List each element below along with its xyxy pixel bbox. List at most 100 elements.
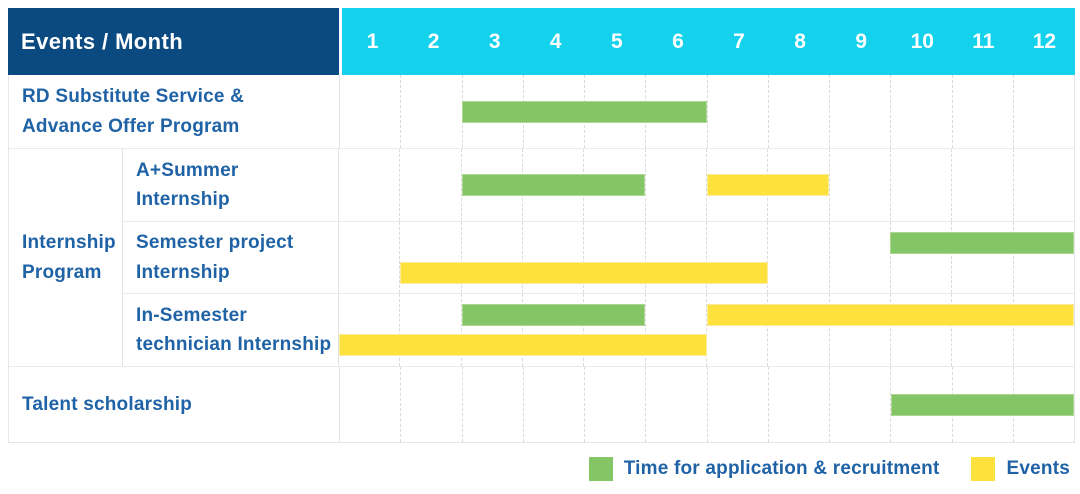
grid-column [951,75,1013,148]
grid-column [460,294,522,366]
row-in-semester-technician-internship: In-Semester technician Internship [123,293,1074,366]
month-header-10: 10 [910,29,934,53]
grid-column [644,222,706,293]
grid-column [584,367,645,442]
grid-column [1012,222,1074,293]
month-header-11: 11 [972,29,995,53]
grid-column [399,222,460,293]
grid-column [705,149,767,221]
grid-column [829,75,890,148]
grid-column [521,222,583,293]
bar-lanes [340,75,1074,148]
event-bar [400,261,768,284]
bar-lane [340,100,1074,123]
bar-lane [340,393,1074,416]
month-gridlines [339,222,1074,293]
event-bar [706,304,1074,326]
legend-item-events: Events [971,457,1070,481]
bar-lane [339,304,1074,326]
grid-column [767,75,829,148]
timeline-talent-scholarship [340,367,1074,442]
grid-column [951,222,1012,293]
bar-lane [339,174,1074,196]
legend-yellow-swatch-icon [971,457,996,481]
grid-column [767,367,829,442]
grid-column [400,75,461,148]
event-bar [706,174,829,196]
header-events-month-label: Events / Month [21,28,184,54]
grid-column [706,75,768,148]
grid-column [767,294,828,366]
row-semester-project-internship: Semester project Internship [123,221,1074,293]
grid-column [829,367,890,442]
row-label-talent-scholarship: Talent scholarship [9,367,340,442]
grid-column [1012,149,1074,221]
bar-lanes [339,149,1074,221]
month-header-9: 9 [855,29,867,53]
application-recruitment-bar [461,304,646,326]
row-a-plus-summer-internship: A+Summer Internship [123,149,1074,221]
timeline-a-plus-summer-internship [339,149,1074,221]
timeline-rd-substitute-service [340,75,1074,148]
row-label-a-plus-summer-internship: A+Summer Internship [123,149,339,221]
bar-lanes [340,367,1074,442]
header-events-month-cell: Events / Month [8,8,339,75]
application-recruitment-bar [890,393,1074,416]
month-header-5: 5 [611,29,623,53]
timeline-semester-project-internship [339,222,1074,293]
grid-column [400,367,461,442]
grid-column [706,367,768,442]
timeline-in-semester-technician-internship [339,294,1074,366]
month-header-7: 7 [733,29,745,53]
grid-column [889,149,951,221]
grid-column [828,222,890,293]
internship-program-subrows: A+Summer Internship Semester project Int… [123,149,1074,366]
row-label-semester-project-internship: Semester project Internship [123,222,339,293]
grid-column [828,149,890,221]
event-bar [339,334,707,356]
row-talent-scholarship: Talent scholarship [9,366,1074,442]
month-header-4: 4 [549,29,562,53]
grid-column [583,294,644,366]
bar-lanes [339,222,1074,293]
grid-column [767,222,828,293]
grid-column [705,294,767,366]
legend-label-events: Events [1006,458,1070,479]
month-header-2: 2 [427,29,440,53]
row-rd-substitute-service: RD Substitute Service & Advance Offer Pr… [9,75,1074,148]
grid-column [583,222,644,293]
row-label-rd-substitute-service: RD Substitute Service & Advance Offer Pr… [9,75,340,148]
row-label-in-semester-technician-internship: In-Semester technician Internship [123,294,339,366]
grid-column [951,294,1012,366]
grid-column [1012,75,1074,148]
grid-column [522,367,584,442]
month-header-12: 12 [1032,29,1057,53]
month-header-8: 8 [794,29,806,53]
grid-column [889,222,951,293]
grid-column [951,149,1012,221]
grid-column [399,294,460,366]
grid-column [460,149,522,221]
grid-column [461,75,523,148]
grid-column [889,294,951,366]
legend-label-application: Time for application & recruitment [623,458,940,479]
bar-lane [339,261,1074,284]
application-recruitment-bar [461,174,646,196]
month-header: 1 2 3 4 5 6 7 8 9 10 11 12 [342,8,1075,75]
gantt-body: RD Substitute Service & Advance Offer Pr… [8,75,1075,443]
internship-program-group: Internship Program A+Summer Internship S… [9,148,1074,366]
month-gridlines [339,294,1074,366]
grid-column [521,294,583,366]
grid-column [399,149,460,221]
grid-column [461,367,523,442]
grid-column [645,367,706,442]
grid-column [705,222,767,293]
grid-column [644,294,706,366]
application-recruitment-bar [890,231,1074,254]
bar-lanes [339,294,1074,366]
header-row: Events / Month 1 2 3 4 5 6 7 8 9 10 11 12 [8,8,1075,75]
group-label-internship-program: Internship Program [9,149,123,366]
grid-column [890,75,951,148]
grid-column [460,222,522,293]
